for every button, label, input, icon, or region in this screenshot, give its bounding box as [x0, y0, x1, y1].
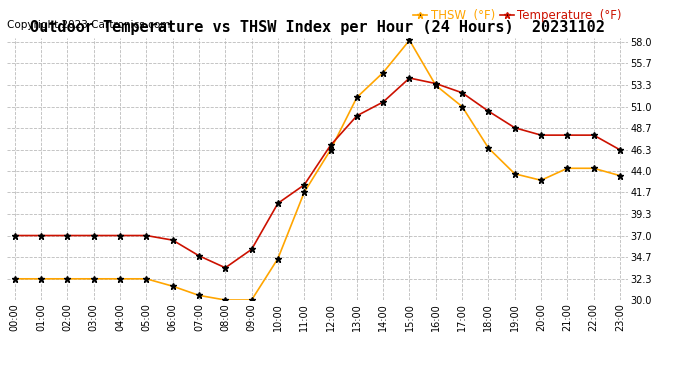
THSW  (°F) [537, 178, 545, 183]
Temperature  (°F) [458, 90, 466, 95]
Temperature  (°F) [10, 233, 19, 238]
THSW  (°F) [195, 293, 203, 298]
THSW  (°F) [274, 256, 282, 261]
Temperature  (°F) [221, 266, 230, 270]
Temperature  (°F) [274, 201, 282, 206]
Line: THSW  (°F): THSW (°F) [11, 37, 624, 303]
Temperature  (°F) [63, 233, 72, 238]
Temperature  (°F) [616, 148, 624, 152]
Temperature  (°F) [563, 133, 571, 137]
THSW  (°F) [142, 277, 150, 281]
THSW  (°F) [405, 38, 413, 42]
Temperature  (°F) [248, 247, 256, 252]
Temperature  (°F) [353, 114, 361, 118]
THSW  (°F) [379, 70, 387, 75]
Temperature  (°F) [537, 133, 545, 137]
Temperature  (°F) [168, 238, 177, 242]
Title: Outdoor Temperature vs THSW Index per Hour (24 Hours)  20231102: Outdoor Temperature vs THSW Index per Ho… [30, 20, 605, 35]
Temperature  (°F) [589, 133, 598, 137]
Temperature  (°F) [511, 126, 519, 130]
THSW  (°F) [221, 298, 230, 302]
THSW  (°F) [616, 173, 624, 178]
THSW  (°F) [63, 277, 72, 281]
Text: Copyright 2023 Cartronics.com: Copyright 2023 Cartronics.com [7, 20, 170, 30]
THSW  (°F) [300, 190, 308, 195]
Temperature  (°F) [405, 76, 413, 80]
THSW  (°F) [90, 277, 98, 281]
Legend: THSW  (°F), Temperature  (°F): THSW (°F), Temperature (°F) [413, 9, 622, 22]
THSW  (°F) [248, 298, 256, 302]
Temperature  (°F) [300, 183, 308, 187]
THSW  (°F) [353, 95, 361, 100]
Temperature  (°F) [142, 233, 150, 238]
THSW  (°F) [326, 148, 335, 152]
THSW  (°F) [589, 166, 598, 171]
Line: Temperature  (°F): Temperature (°F) [11, 75, 624, 271]
THSW  (°F) [116, 277, 124, 281]
THSW  (°F) [511, 172, 519, 176]
Temperature  (°F) [195, 254, 203, 258]
Temperature  (°F) [326, 143, 335, 147]
Temperature  (°F) [37, 233, 46, 238]
THSW  (°F) [484, 146, 493, 150]
Temperature  (°F) [90, 233, 98, 238]
THSW  (°F) [563, 166, 571, 171]
Temperature  (°F) [484, 109, 493, 113]
Temperature  (°F) [432, 81, 440, 86]
THSW  (°F) [432, 83, 440, 88]
Temperature  (°F) [379, 100, 387, 104]
THSW  (°F) [10, 277, 19, 281]
Temperature  (°F) [116, 233, 124, 238]
THSW  (°F) [37, 277, 46, 281]
THSW  (°F) [168, 284, 177, 288]
THSW  (°F) [458, 104, 466, 109]
